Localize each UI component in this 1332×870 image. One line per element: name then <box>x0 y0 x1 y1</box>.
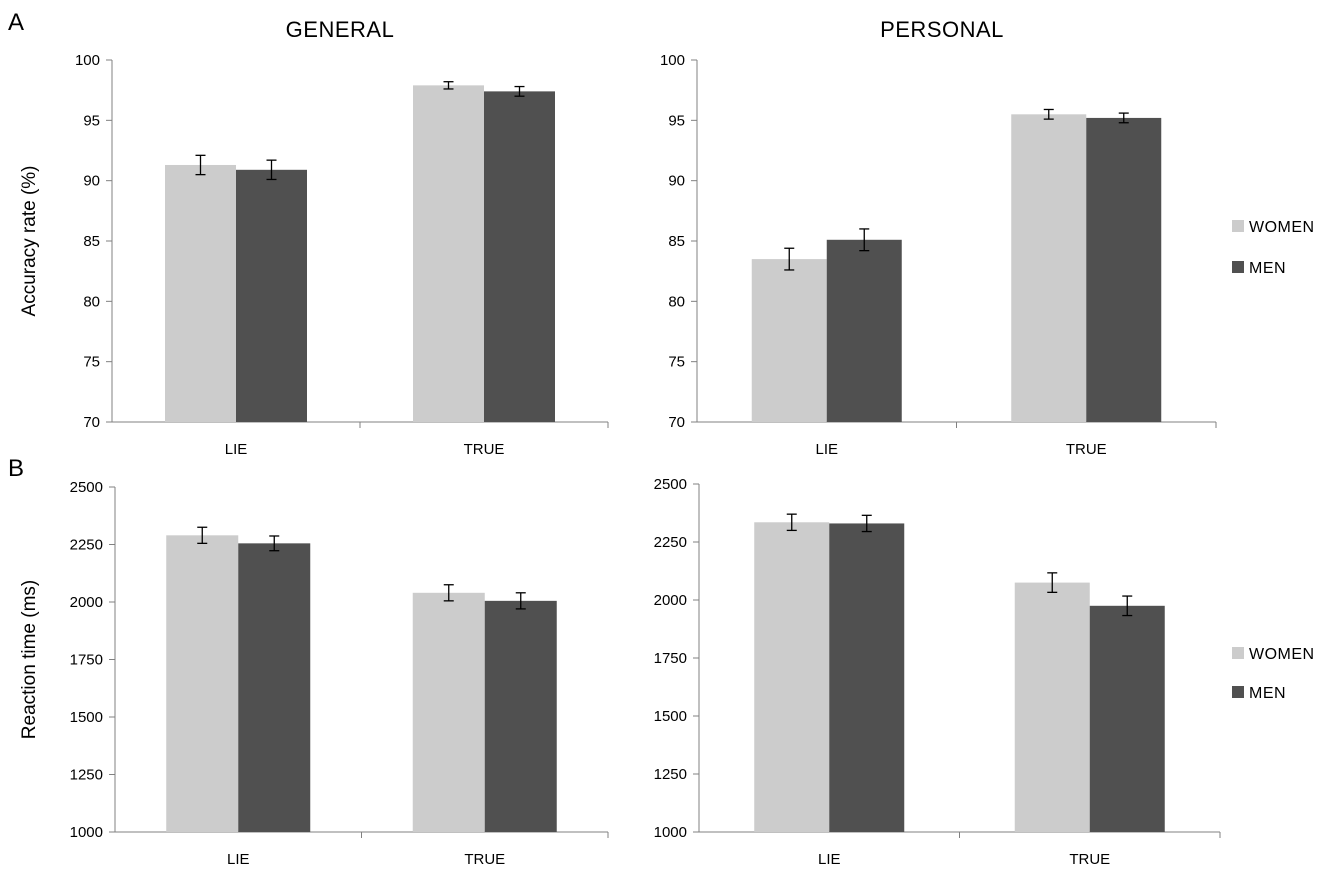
error-bar <box>1118 112 1129 124</box>
error-bar <box>514 85 525 97</box>
x-tick-label: LIE <box>815 441 838 458</box>
y-tick-label: 75 <box>83 354 100 371</box>
legend-swatch-men <box>1232 686 1244 698</box>
error-bar <box>784 247 795 271</box>
y-tick-label: 1250 <box>70 767 103 784</box>
panel-letter-a: A <box>8 9 24 36</box>
y-tick-label: 1750 <box>70 652 103 669</box>
bar-men-true <box>1089 605 1165 832</box>
x-tick-label: LIE <box>225 441 248 458</box>
bar-women-lie <box>754 522 830 832</box>
chart-accuracy-general: 70 75 80 85 90 95 100 LIE TRUE Accuracy rate (%) <box>19 52 609 458</box>
error-bar <box>859 228 870 252</box>
bar-men-true <box>484 91 555 422</box>
bar-men-lie <box>236 169 307 422</box>
y-tick-label: 1500 <box>70 709 103 726</box>
y-tick-label: 1000 <box>70 824 103 841</box>
y-tick-label: 95 <box>83 112 100 129</box>
y-tick-label: 2250 <box>70 537 103 554</box>
x-tick-label: TRUE <box>1069 851 1110 868</box>
error-bar <box>195 154 206 176</box>
y-tick-label: 85 <box>668 233 685 250</box>
column-title-personal: PERSONAL <box>880 17 1004 42</box>
legend-a: WOMEN MEN <box>1232 219 1315 277</box>
error-bar <box>197 526 208 544</box>
y-tick-label: 100 <box>660 52 685 69</box>
y-tick-label: 80 <box>83 293 100 310</box>
bar-women-true <box>412 592 485 832</box>
bar-women-lie <box>751 259 827 422</box>
y-tick-label: 2000 <box>70 594 103 611</box>
bar-women-lie <box>165 164 236 423</box>
y-tick-label: 90 <box>83 173 100 190</box>
x-tick-label: LIE <box>818 851 841 868</box>
legend-label-women: WOMEN <box>1249 646 1315 663</box>
chart-accuracy-personal: 70 75 80 85 90 95 100 LIE TRUE <box>660 52 1217 458</box>
x-tick-label: TRUE <box>1066 441 1107 458</box>
legend-swatch-men <box>1232 261 1244 273</box>
error-bar <box>443 81 454 90</box>
y-tick-label: 2000 <box>654 592 687 609</box>
legend-label-men: MEN <box>1249 685 1286 702</box>
bar-men-true <box>1086 117 1162 423</box>
bar-men-lie <box>826 239 902 422</box>
bar-women-lie <box>166 535 239 832</box>
y-tick-label: 70 <box>83 414 100 431</box>
bar-men-lie <box>829 523 905 832</box>
x-tick-label: TRUE <box>464 851 505 868</box>
bar-men-true <box>484 600 557 832</box>
x-tick-label: LIE <box>227 851 250 868</box>
panel-letter-b: B <box>8 455 24 482</box>
bar-men-lie <box>238 543 311 832</box>
chart-reaction-personal: 1000 1250 1500 1750 2000 2250 2500 LIE TRUE <box>654 476 1221 868</box>
y-tick-label: 100 <box>75 52 100 69</box>
y-tick-label: 1750 <box>654 650 687 667</box>
error-bar <box>266 159 277 181</box>
legend-swatch-women <box>1232 220 1244 232</box>
error-bar <box>1047 572 1058 593</box>
y-tick-label: 2250 <box>654 534 687 551</box>
error-bar <box>1043 108 1054 120</box>
error-bar <box>786 513 797 532</box>
y-tick-label: 70 <box>668 414 685 431</box>
y-tick-label: 85 <box>83 233 100 250</box>
x-tick-label: TRUE <box>464 441 505 458</box>
y-axis-label: Accuracy rate (%) <box>19 166 40 317</box>
legend-b: WOMEN MEN <box>1232 646 1315 702</box>
y-tick-label: 75 <box>668 354 685 371</box>
y-tick-label: 80 <box>668 293 685 310</box>
column-title-general: GENERAL <box>286 17 395 42</box>
error-bar <box>1122 595 1133 617</box>
bar-women-true <box>1014 582 1090 832</box>
y-tick-label: 2500 <box>70 479 103 496</box>
y-tick-label: 1500 <box>654 708 687 725</box>
error-bar <box>515 592 526 610</box>
legend-label-men: MEN <box>1249 260 1286 277</box>
bar-women-true <box>1011 114 1087 423</box>
y-tick-label: 95 <box>668 112 685 129</box>
y-tick-label: 90 <box>668 173 685 190</box>
error-bar <box>861 514 872 533</box>
error-bar <box>443 584 454 602</box>
chart-reaction-general: 1000 1250 1500 1750 2000 2250 2500 LIE TRUE React… <box>19 479 609 868</box>
y-tick-label: 2500 <box>654 476 687 493</box>
legend-swatch-women <box>1232 647 1244 659</box>
y-tick-label: 1250 <box>654 766 687 783</box>
error-bar <box>269 535 280 552</box>
y-axis-label: Reaction time (ms) <box>19 580 40 739</box>
bar-women-true <box>413 85 484 422</box>
legend-label-women: WOMEN <box>1249 219 1315 236</box>
y-tick-label: 1000 <box>654 824 687 841</box>
